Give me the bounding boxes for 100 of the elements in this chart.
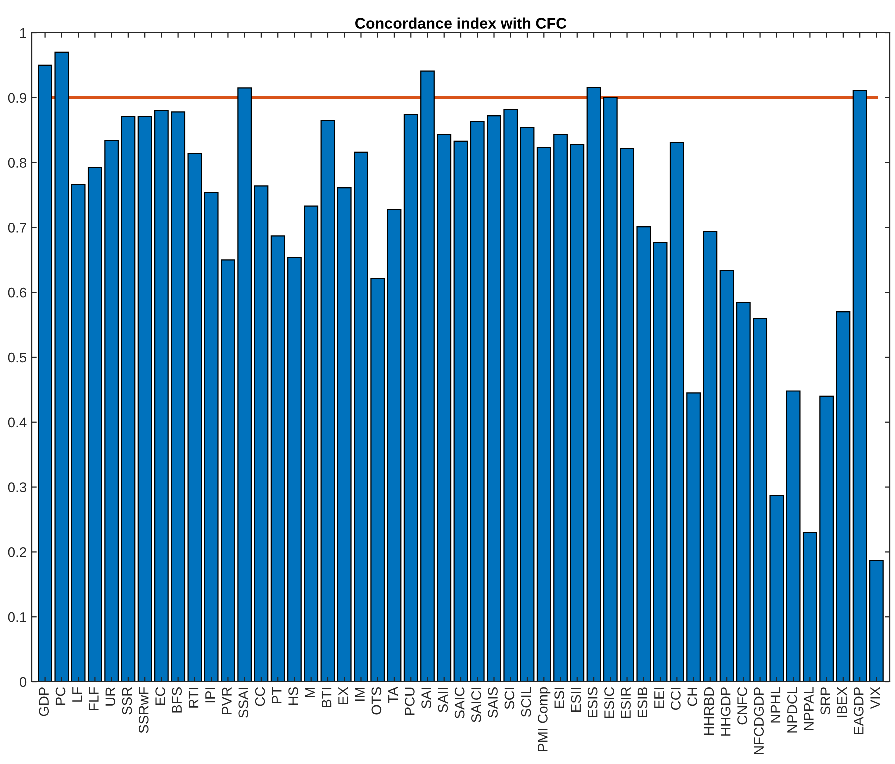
x-tick-label: EC bbox=[156, 687, 166, 706]
y-tick-label: 0.2 bbox=[8, 548, 26, 558]
x-tick-label: NPDCL bbox=[787, 687, 798, 733]
x-tick-label: PT bbox=[272, 687, 282, 704]
bar bbox=[188, 153, 202, 682]
x-tick-label: ESIR bbox=[621, 688, 632, 718]
bar bbox=[520, 127, 535, 682]
x-tick-label: CC bbox=[255, 687, 266, 706]
bar bbox=[238, 88, 252, 682]
y-tick-label: 0.9 bbox=[8, 93, 26, 104]
x-tick-label: IBEX bbox=[837, 687, 848, 718]
bar bbox=[354, 152, 368, 682]
bar bbox=[720, 270, 734, 682]
y-tick-label: 0.8 bbox=[8, 158, 27, 168]
bar bbox=[154, 110, 169, 682]
x-tick-label: SSAI bbox=[238, 688, 249, 718]
bar bbox=[570, 144, 585, 682]
bar bbox=[736, 302, 751, 682]
x-tick-label: HHRBD bbox=[704, 688, 714, 736]
bar bbox=[603, 97, 618, 682]
bar bbox=[670, 142, 684, 682]
bar bbox=[204, 192, 219, 682]
x-tick-label: ESII bbox=[571, 688, 582, 712]
bar bbox=[404, 114, 418, 682]
x-tick-label: RTI bbox=[188, 688, 199, 708]
bar bbox=[653, 242, 668, 682]
x-tick-label: SAIC bbox=[454, 687, 465, 719]
bar bbox=[802, 532, 818, 682]
y-tick-label: 0.3 bbox=[8, 482, 27, 492]
y-tick-label: 0.4 bbox=[8, 418, 27, 428]
x-tick-label: SSRwF bbox=[138, 687, 149, 734]
bar bbox=[221, 260, 236, 682]
x-tick-label: TA bbox=[388, 686, 398, 704]
x-tick-label: ESIS bbox=[588, 688, 598, 718]
bar bbox=[554, 134, 568, 682]
bar bbox=[270, 236, 286, 682]
bar bbox=[254, 186, 269, 682]
bar bbox=[138, 116, 152, 682]
bar bbox=[786, 390, 801, 682]
chart-title: Concordance index with CFC bbox=[356, 18, 567, 29]
bar bbox=[88, 167, 102, 682]
x-tick-label: VIX bbox=[870, 687, 880, 710]
bar bbox=[171, 112, 186, 682]
bar bbox=[636, 226, 652, 682]
bar bbox=[753, 318, 768, 682]
bar bbox=[504, 109, 518, 682]
x-tick-label: BTI bbox=[322, 688, 332, 708]
y-tick-label: 1 bbox=[20, 28, 26, 38]
bar bbox=[320, 120, 336, 682]
x-tick-label: SAII bbox=[438, 688, 448, 712]
bar bbox=[71, 184, 86, 682]
x-tick-label: BFS bbox=[172, 688, 182, 713]
x-tick-label: EEI bbox=[654, 688, 664, 708]
bar bbox=[869, 560, 884, 682]
x-tick-label: OTS bbox=[372, 688, 382, 715]
bar bbox=[420, 70, 435, 682]
bar bbox=[686, 392, 701, 682]
x-tick-label: SAICI bbox=[472, 688, 482, 723]
bar bbox=[586, 86, 602, 682]
bar bbox=[387, 208, 402, 682]
x-tick-label: HHGDP bbox=[720, 688, 731, 736]
x-tick-label: UR bbox=[106, 688, 116, 706]
bar bbox=[620, 148, 634, 682]
bar bbox=[454, 140, 468, 682]
y-tick-label: 0.7 bbox=[8, 223, 26, 233]
bar bbox=[370, 278, 386, 682]
x-tick-label: IPI bbox=[206, 688, 216, 703]
bar bbox=[536, 147, 552, 682]
x-tick-label: PC bbox=[56, 687, 66, 706]
x-tick-label: IM bbox=[355, 688, 365, 702]
x-tick-label: ESIB bbox=[638, 688, 648, 718]
bar bbox=[836, 312, 851, 682]
x-tick-label: CH bbox=[688, 688, 698, 706]
x-tick-label: SCIL bbox=[521, 687, 532, 718]
bar bbox=[703, 231, 718, 682]
bar bbox=[770, 495, 784, 682]
bar bbox=[38, 64, 53, 682]
x-tick-label: NPHL bbox=[770, 687, 781, 723]
y-tick-label: 0.1 bbox=[8, 612, 26, 622]
y-tick-label: 0.6 bbox=[8, 288, 27, 298]
bar bbox=[487, 116, 502, 682]
x-tick-label: GDP bbox=[39, 688, 50, 716]
x-tick-label: M bbox=[305, 688, 315, 698]
y-tick-label: 0 bbox=[20, 677, 27, 688]
bar bbox=[820, 396, 834, 682]
y-tick-label: 0.5 bbox=[8, 352, 27, 363]
bar bbox=[337, 188, 352, 682]
bar bbox=[288, 257, 302, 682]
bar bbox=[470, 121, 485, 682]
x-tick-label: ESI bbox=[554, 688, 564, 708]
x-tick-label: SAI bbox=[422, 688, 432, 709]
bar bbox=[121, 116, 136, 682]
x-tick-label: ESIC bbox=[604, 687, 614, 718]
x-tick-label: CCI bbox=[671, 688, 681, 710]
x-tick-label: HS bbox=[288, 688, 298, 706]
bar bbox=[437, 134, 452, 682]
x-tick-label: CNFC bbox=[738, 687, 748, 725]
x-tick-label: LF bbox=[72, 687, 82, 702]
x-tick-label: SAIS bbox=[488, 688, 498, 718]
x-tick-label: PVR bbox=[222, 688, 232, 714]
